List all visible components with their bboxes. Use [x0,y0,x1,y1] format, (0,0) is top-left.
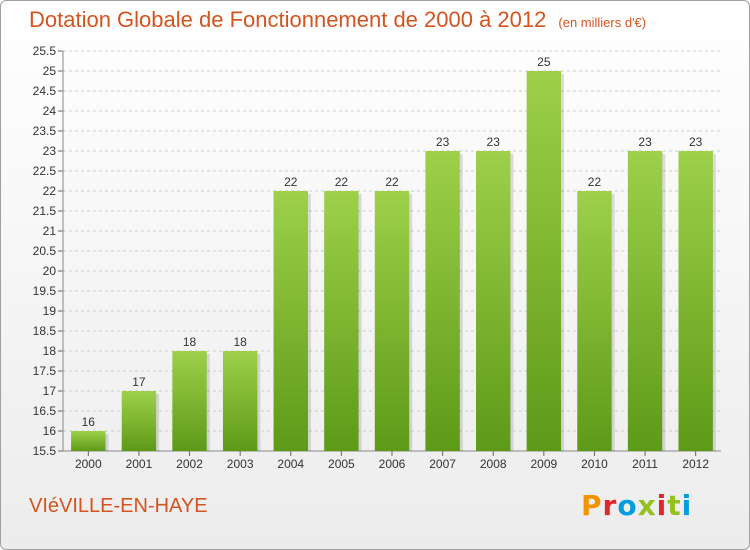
data-label: 23 [487,135,501,149]
bar [476,151,511,451]
y-tick-label: 16.5 [33,404,57,418]
chart-subtitle: (en milliers d'€) [558,15,647,30]
proxiti-logo[interactable]: Proxiti [581,489,692,522]
y-tick-label: 16 [43,424,57,438]
data-label: 16 [82,415,96,429]
x-tick-label: 2006 [379,457,406,471]
data-label: 22 [335,175,349,189]
x-tick-label: 2010 [581,457,608,471]
bar [627,151,663,451]
y-tick-label: 22.5 [33,164,57,178]
bar [222,351,258,451]
logo-letter: r [602,489,618,522]
logo-letter: t [667,489,682,522]
y-tick-label: 25.5 [33,44,57,58]
y-tick-label: 19.5 [33,284,57,298]
x-tick-label: 2001 [126,457,153,471]
y-tick-label: 21.5 [33,204,57,218]
data-label: 22 [588,175,602,189]
x-tick-label: 2007 [429,457,456,471]
y-tick-label: 18.5 [33,324,57,338]
y-tick-label: 15.5 [33,444,57,458]
y-tick-label: 20 [43,264,57,278]
x-tick-label: 2011 [632,457,658,471]
logo-letter: o [617,489,638,522]
data-label: 23 [436,135,450,149]
y-tick-label: 18 [43,344,57,358]
y-tick-label: 22 [43,184,57,198]
y-tick-label: 20.5 [33,244,57,258]
x-tick-label: 2009 [530,457,557,471]
logo-letter: x [637,489,657,522]
data-label: 25 [537,55,551,69]
bar [526,71,562,451]
bar [324,191,359,451]
y-tick-label: 25 [43,64,57,78]
bar [577,191,612,451]
data-label: 18 [183,335,197,349]
bar [121,391,157,451]
bar [273,191,308,451]
y-tick-label: 17.5 [33,364,57,378]
y-tick-label: 24.5 [33,84,57,98]
commune-name: VIéVILLE-EN-HAYE [29,495,208,517]
bar [172,351,207,451]
x-tick-label: 2012 [682,457,709,471]
bar [678,151,713,451]
y-tick-label: 21 [43,224,57,238]
y-tick-label: 23 [43,144,57,158]
x-tick-label: 2003 [227,457,254,471]
y-tick-label: 23.5 [33,124,57,138]
x-tick-label: 2005 [328,457,355,471]
chart-title: Dotation Globale de Fonctionnement de 20… [29,7,646,33]
bar [71,431,106,451]
y-tick-label: 19 [43,304,57,318]
data-label: 17 [132,375,146,389]
data-label: 23 [689,135,703,149]
data-label: 22 [385,175,399,189]
logo-letter: i [681,489,693,522]
bar [425,151,460,451]
data-label: 22 [284,175,298,189]
y-tick-label: 24 [43,104,57,118]
logo-letter: i [656,489,668,522]
data-label: 18 [233,335,247,349]
logo-letter: P [581,489,603,522]
bar [374,191,410,451]
data-label: 23 [638,135,652,149]
x-tick-label: 2000 [75,457,102,471]
chart-title-text: Dotation Globale de Fonctionnement de 20… [29,7,547,32]
y-tick-label: 17 [43,384,57,398]
x-tick-label: 2004 [277,457,304,471]
x-tick-label: 2002 [176,457,203,471]
x-tick-label: 2008 [480,457,507,471]
